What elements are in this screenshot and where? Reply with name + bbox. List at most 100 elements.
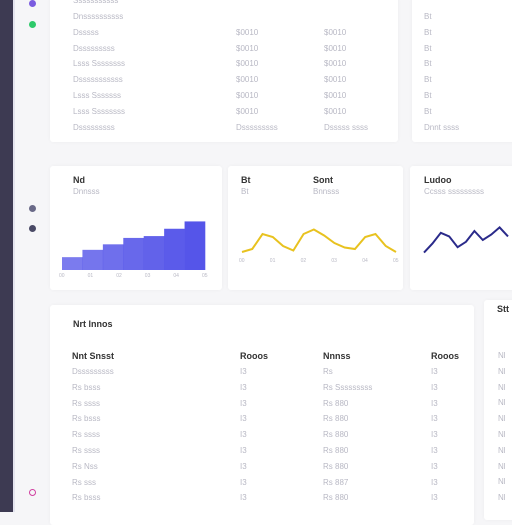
table-cell: Lsss Ssssssss <box>73 59 126 69</box>
x-tick-label: 02 <box>300 258 307 264</box>
table-cell: Rs 880 <box>323 461 349 471</box>
side-cell: Nl <box>498 398 506 408</box>
table-cell: Rs ssss <box>72 398 100 408</box>
table-cell: I3 <box>240 446 247 455</box>
chart-subtitle: Ccsss sssssssss <box>424 187 484 196</box>
nav-icon[interactable] <box>29 0 36 7</box>
table-cell: $0010 <box>324 27 347 37</box>
table-cell: I3 <box>240 382 247 392</box>
table-cell: $0010 <box>324 106 347 116</box>
table-cell: Rs Nss <box>72 461 98 471</box>
x-tick-label: 00 <box>239 258 245 264</box>
nav-icon[interactable] <box>29 21 36 28</box>
x-tick-label: 02 <box>116 273 122 279</box>
table-cell: I3 <box>431 461 438 471</box>
x-tick-label: 04 <box>362 258 368 264</box>
x-tick-label: 04 <box>173 273 179 279</box>
table-cell: I3 <box>240 461 247 471</box>
sidebar <box>0 0 15 512</box>
table-cell: $0010 <box>236 91 259 100</box>
table-cell: $0010 <box>324 75 347 85</box>
table-cell: I3 <box>431 477 438 487</box>
table-cell: $0010 <box>324 43 347 53</box>
table-cell: Lsss Ssssssss <box>73 106 126 116</box>
table-cell: I3 <box>431 367 438 376</box>
table-cell: I3 <box>240 493 247 503</box>
nav-icon[interactable] <box>29 205 36 212</box>
chart-title: Ludoo <box>424 175 452 185</box>
table-cell: I3 <box>431 446 438 455</box>
x-tick-label: 01 <box>87 273 94 279</box>
table-header: Nnt Snsst <box>72 351 115 361</box>
table-cell: Dsssssssss <box>236 122 278 132</box>
side-cell: Bt <box>424 106 432 116</box>
x-tick-label: 03 <box>144 273 151 279</box>
table-header: Nnnss <box>323 351 351 361</box>
table-cell: Rs bsss <box>72 414 101 424</box>
chart-card <box>228 166 403 290</box>
table-cell: Dsssss ssss <box>324 122 368 132</box>
table-cell: $0010 <box>324 91 347 100</box>
side-cell: Nl <box>498 366 506 376</box>
table-cell: Rs 880 <box>323 398 349 408</box>
table-cell: $0010 <box>324 59 347 69</box>
chart-title: Nd <box>73 175 85 185</box>
table-cell: Rs 887 <box>323 477 349 487</box>
table-cell: Rs 880 <box>323 430 349 440</box>
table-cell: Dsssssssss <box>73 43 115 53</box>
side-cell: Bt <box>424 75 432 85</box>
table-cell: I3 <box>240 477 247 487</box>
table-cell: Rs ssss <box>72 446 100 455</box>
side-cell: Bt <box>424 12 432 21</box>
table-cell: Dsssssssss <box>73 122 115 132</box>
table-title: Nrt lnnos <box>73 319 113 329</box>
table-cell: I3 <box>431 414 438 424</box>
table-cell: Rs bsss <box>72 382 101 392</box>
table-header: Rooos <box>431 351 459 361</box>
table-cell: I3 <box>431 493 438 503</box>
top-table-card <box>50 0 398 142</box>
top-side-card <box>412 0 512 142</box>
side-cell: Bt <box>424 43 432 53</box>
side-cell: Nl <box>498 351 506 360</box>
side-cell: Bt <box>424 91 432 100</box>
side-title: Stt <box>497 304 509 314</box>
table-cell: I3 <box>431 382 438 392</box>
x-tick-label: 05 <box>202 273 208 279</box>
table-cell: $0010 <box>236 43 259 53</box>
dashboard: (() => { const data = JSON.parse(documen… <box>0 0 512 512</box>
side-cell: Nl <box>498 461 506 471</box>
side-cell: Dnnt ssss <box>424 122 460 132</box>
nav-icon[interactable] <box>29 489 36 496</box>
chart-subtitle: Bt <box>241 187 249 196</box>
table-header: Rooos <box>240 351 268 361</box>
table-cell: $0010 <box>236 106 259 116</box>
side-cell: Nl <box>498 382 506 392</box>
table-cell: Dsssssssssss <box>73 75 123 85</box>
side-cell: Nl <box>498 414 506 424</box>
nav-icon[interactable] <box>29 225 36 232</box>
side-cell: Nl <box>498 493 506 503</box>
x-tick-label: 03 <box>331 258 337 264</box>
chart-subtitle: Bnnsss <box>313 187 340 196</box>
bottom-table-card <box>50 305 474 525</box>
table-cell: Rs sss <box>72 477 96 487</box>
table-cell: Lsss Sssssss <box>73 91 122 100</box>
table-header: Sssssssssss <box>73 0 119 5</box>
table-cell: I3 <box>240 398 247 408</box>
side-cell: Bt <box>424 27 432 37</box>
table-cell: Rs ssss <box>72 430 100 440</box>
table-cell: I3 <box>240 430 247 440</box>
table-cell: Dsssss <box>73 27 99 37</box>
table-cell: Rs <box>323 367 333 376</box>
table-cell: Rs 880 <box>323 446 349 455</box>
side-cell: Bt <box>424 59 432 69</box>
table-cell: $0010 <box>236 27 259 37</box>
x-tick-label: 01 <box>269 258 276 264</box>
table-cell: Rs Sssssssss <box>323 382 373 392</box>
table-cell: I3 <box>240 367 247 376</box>
chart-title: Sont <box>313 175 333 185</box>
side-cell: Nl <box>498 445 506 455</box>
table-cell: I3 <box>431 398 438 408</box>
table-cell: I3 <box>240 414 247 424</box>
